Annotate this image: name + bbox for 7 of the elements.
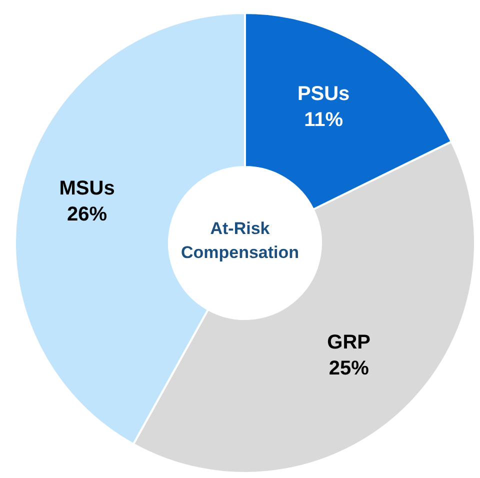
slice-label: PSUs bbox=[297, 82, 350, 105]
text: At-Risk Compensation bbox=[180, 219, 300, 262]
slice-label: MSUs bbox=[59, 177, 115, 200]
data-label: 26% bbox=[67, 203, 108, 226]
data-label: 25% bbox=[328, 358, 370, 380]
slice-label: GRP bbox=[327, 332, 371, 354]
data-label: 11% bbox=[304, 108, 344, 131]
